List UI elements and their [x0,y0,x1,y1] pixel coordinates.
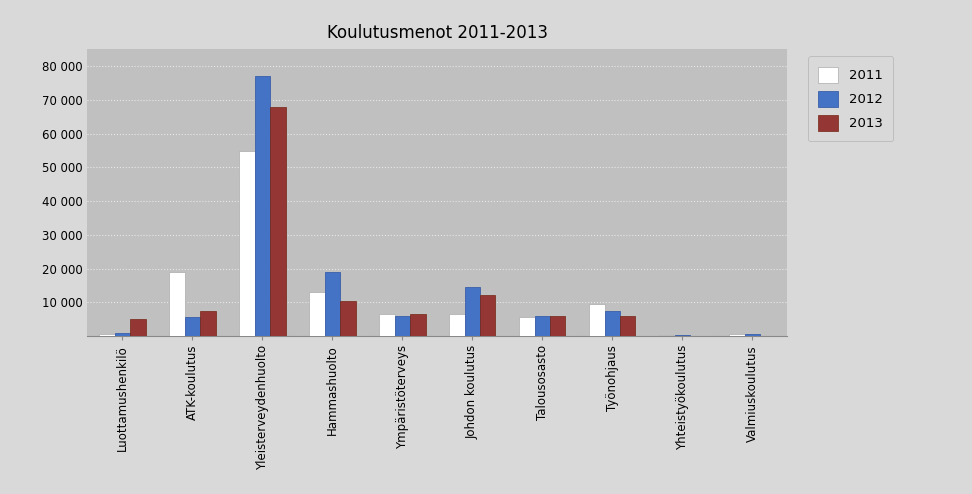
Bar [410,314,426,336]
Bar [255,77,270,336]
Bar [239,151,255,336]
Bar [325,272,340,336]
Bar [130,319,146,336]
Bar [115,332,130,336]
Bar [99,334,115,336]
Bar [270,107,286,336]
Bar [395,316,410,336]
Bar [745,334,760,336]
Bar [620,316,636,336]
Bar [729,334,745,336]
Title: Koulutusmenot 2011-2013: Koulutusmenot 2011-2013 [327,24,548,42]
Bar [309,292,325,336]
Bar [185,317,200,336]
Bar [519,317,535,336]
Bar [340,300,356,336]
Bar [480,295,496,336]
Legend: 2011, 2012, 2013: 2011, 2012, 2013 [808,56,893,141]
Bar [449,314,465,336]
Bar [589,304,605,336]
Bar [535,316,550,336]
Bar [379,314,395,336]
Bar [605,311,620,336]
Bar [169,272,185,336]
Bar [465,287,480,336]
Bar [200,311,216,336]
Bar [550,316,566,336]
Bar [659,335,675,336]
Bar [675,334,690,336]
